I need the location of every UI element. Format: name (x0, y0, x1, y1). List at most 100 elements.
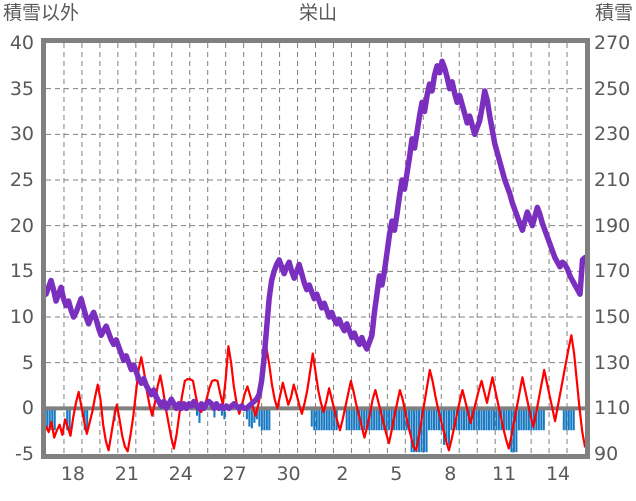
bar (353, 408, 356, 431)
bar (435, 408, 438, 431)
bar (462, 408, 465, 431)
bar (325, 408, 328, 431)
bar (315, 408, 318, 431)
x-axis-tick: 5 (390, 463, 403, 485)
bar (495, 408, 498, 431)
bar (398, 408, 401, 431)
bar (540, 408, 543, 431)
bar (265, 408, 268, 431)
bar (465, 408, 468, 431)
bar (420, 408, 423, 453)
bar (423, 408, 426, 453)
bar (333, 408, 336, 431)
bar (400, 408, 403, 431)
bar (527, 408, 530, 431)
bar (472, 408, 475, 431)
bar (51, 408, 54, 431)
bar (348, 408, 351, 431)
bar (457, 408, 461, 431)
left-axis-tick: 35 (9, 77, 34, 100)
bar (268, 408, 271, 431)
bar (253, 408, 256, 423)
bar (502, 408, 505, 431)
x-axis-tick: 30 (276, 463, 301, 485)
bar (492, 408, 495, 431)
bar (413, 408, 416, 453)
bar (415, 408, 418, 453)
bar (365, 408, 368, 431)
bar (350, 408, 353, 431)
bar (328, 408, 331, 431)
bar (510, 408, 513, 453)
x-axis-tick: 24 (168, 463, 193, 485)
bar (250, 408, 253, 429)
bar (373, 408, 376, 431)
x-axis-tick: 8 (444, 463, 457, 485)
bar (515, 408, 518, 453)
plot-area (41, 38, 590, 459)
bar (223, 408, 226, 420)
bar (395, 408, 398, 431)
bar (497, 408, 500, 431)
left-axis-tick: 25 (9, 169, 34, 191)
right-axis-tick: 150 (594, 306, 631, 328)
x-axis-tick: 27 (222, 463, 247, 485)
bar (425, 408, 428, 453)
bar (438, 408, 441, 431)
bar (390, 408, 393, 431)
bar (220, 408, 223, 416)
bar (522, 408, 525, 431)
bar (487, 408, 490, 431)
left-axis-title: 積雪以外 (3, 2, 80, 24)
bar (445, 408, 448, 445)
bar (485, 408, 488, 431)
x-axis-tick: 18 (60, 463, 86, 485)
bar (507, 408, 510, 431)
bar (198, 408, 201, 423)
series-line-red (44, 334, 587, 453)
bar (323, 408, 326, 431)
bar (330, 408, 333, 431)
bar (385, 408, 388, 431)
bar (520, 408, 523, 431)
bar (450, 408, 453, 431)
series-line-purple (43, 58, 588, 412)
bar (360, 408, 363, 431)
x-axis-tick: 2 (336, 463, 349, 485)
series-layer (43, 58, 588, 453)
bar (375, 408, 378, 431)
bar (363, 408, 366, 431)
right-axis-tick: 230 (594, 123, 631, 146)
bar (433, 408, 436, 431)
bar (383, 408, 386, 431)
bar (562, 408, 565, 431)
bar (452, 408, 456, 431)
bar (320, 408, 323, 431)
left-axis-tick: 0 (21, 397, 34, 420)
bar (447, 408, 451, 445)
right-axis-tick: 110 (594, 397, 631, 420)
left-axis-tick: 30 (9, 123, 34, 146)
right-axis-tick: 250 (594, 77, 631, 100)
bar (542, 408, 545, 431)
bar (408, 408, 411, 431)
left-axis-tick: 15 (9, 260, 34, 283)
bar (572, 408, 575, 431)
bar (410, 408, 413, 453)
left-axis-tick: 40 (9, 32, 34, 54)
right-axis-tick: 190 (594, 214, 631, 237)
bar (66, 408, 69, 431)
x-axis-tick: 21 (114, 463, 139, 485)
x-axis-tick: 14 (545, 463, 571, 485)
bar (48, 408, 51, 431)
bar (378, 408, 381, 431)
bar (213, 408, 216, 418)
bar (480, 408, 483, 431)
bar (490, 408, 493, 431)
right-axis-tick: 90 (594, 443, 619, 465)
bar (195, 408, 198, 416)
bar (258, 408, 261, 427)
left-axis-tick: 5 (21, 351, 34, 374)
bar (567, 408, 570, 431)
